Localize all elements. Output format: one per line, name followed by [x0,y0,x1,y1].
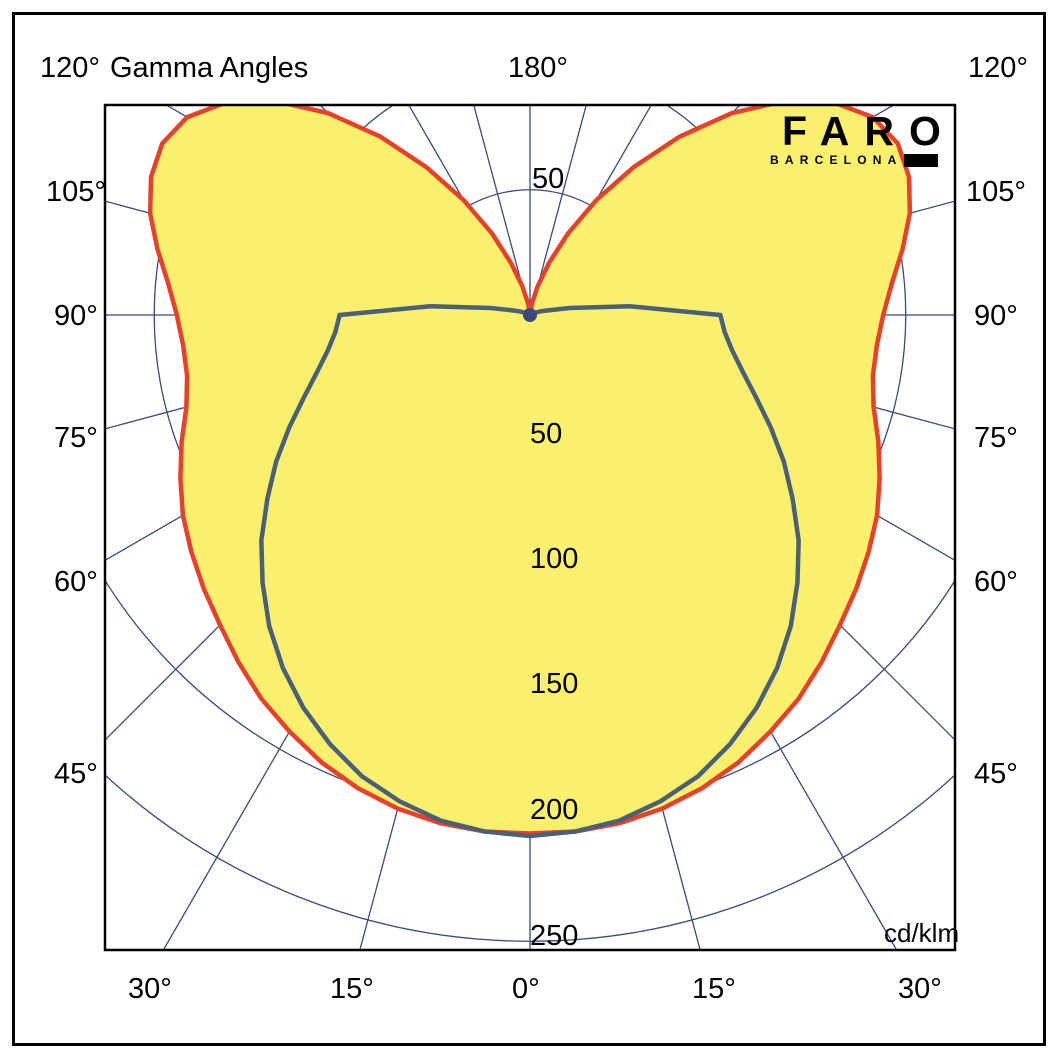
radial-label-50: 50 [530,418,563,450]
axis-label-right-90: 90° [974,300,1018,332]
radial-label-200: 200 [530,794,579,826]
axis-label-right-60: 60° [974,566,1018,598]
axis-label-bottom-30-left: 30° [128,973,172,1005]
axis-label-right-75: 75° [974,422,1018,454]
outer-border [12,12,1046,1046]
axis-label-left-75: 75° [54,422,98,454]
axis-label-right-105: 105° [966,176,1026,208]
radial-label-100: 100 [530,543,579,575]
axis-label-bottom-0: 0° [512,973,540,1005]
faro-logo: FARO BARCELONA [768,108,956,168]
axis-label-right-45: 45° [974,758,1018,790]
axis-label-left-45: 45° [54,758,98,790]
faro-logo-tagline: BARCELONA [770,153,903,168]
axis-label-left-105: 105° [46,176,106,208]
axis-label-bottom-15-left: 15° [330,973,374,1005]
axis-label-left-90: 90° [54,300,98,332]
axis-label-left-60: 60° [54,566,98,598]
radial-label-50-top: 50 [532,163,565,195]
radial-label-150: 150 [530,668,579,700]
axis-label-bottom-15-right: 15° [692,973,736,1005]
page-title: Gamma Angles [110,52,309,84]
faro-logo-bar-icon [904,153,938,167]
axis-label-top-left: 120° [40,52,100,84]
faro-logo-tagline-row: BARCELONA [768,153,938,168]
faro-logo-brand: FARO [782,108,956,154]
axis-label-top-right: 120° [968,52,1028,84]
distribution-fill-region [150,105,910,834]
axis-label-bottom-30-right: 30° [898,973,942,1005]
radial-label-250: 250 [530,920,579,952]
axis-label-top-center: 180° [508,52,568,84]
polar-origin-marker [523,308,537,322]
plot-box-border [103,103,957,952]
unit-label: cd/klm [884,918,960,948]
